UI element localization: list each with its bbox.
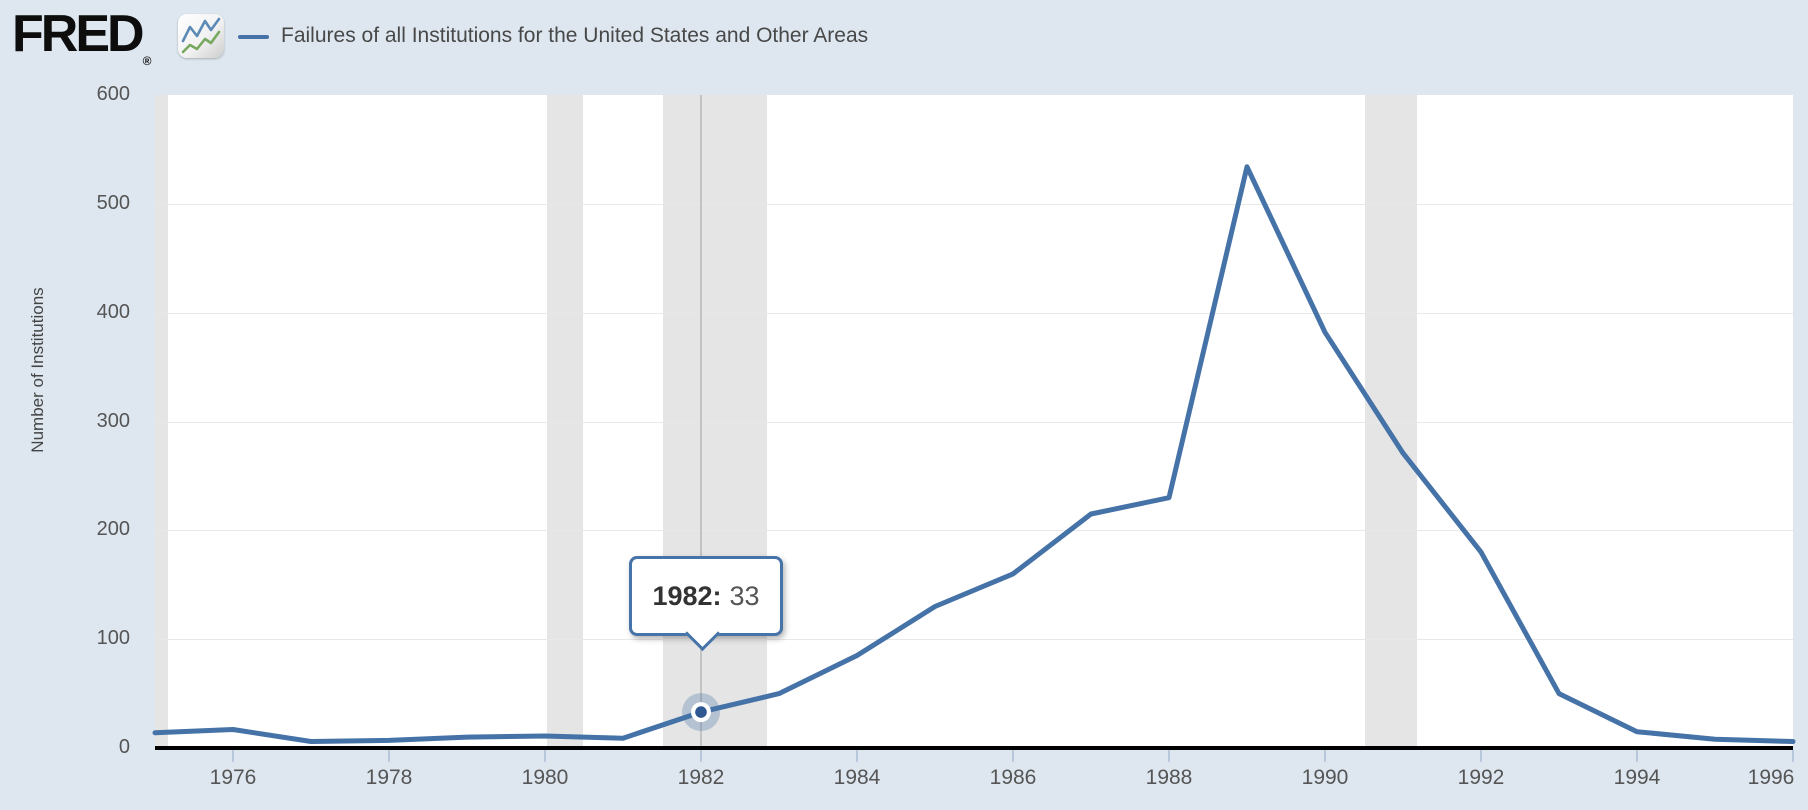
x-tick-label: 1994 [1613, 766, 1661, 789]
x-tick [544, 750, 546, 762]
x-tick-label: 1978 [365, 766, 413, 789]
hover-crosshair-line [700, 95, 702, 746]
x-tick-label: 1988 [1145, 766, 1193, 789]
x-tick-label: 1980 [521, 766, 569, 789]
gridline [155, 312, 1793, 314]
y-tick-label: 400 [96, 300, 130, 323]
marker-dot [695, 706, 707, 718]
chart-header: FRED® Failures of all Institutions for t… [0, 0, 1808, 72]
fred-logo[interactable]: FRED® [12, 5, 151, 68]
x-tick [388, 750, 390, 762]
y-tick-label: 200 [96, 518, 130, 541]
x-tick [1792, 750, 1794, 762]
x-tick-label: 1996 [1747, 766, 1795, 789]
y-axis-title: Number of Institutions [28, 286, 47, 453]
series-title: Failures of all Institutions for the Uni… [281, 24, 869, 47]
gridline [155, 530, 1793, 532]
gridline [155, 203, 1793, 205]
x-tick [1636, 750, 1638, 762]
x-tick [1480, 750, 1482, 762]
series-legend[interactable]: Failures of all Institutions for the Uni… [238, 0, 868, 72]
y-tick-label: 500 [96, 191, 130, 214]
y-tick-label: 600 [96, 83, 130, 105]
x-tick [1012, 750, 1014, 762]
x-tick [232, 750, 234, 762]
tooltip-year: 1982: [652, 580, 722, 611]
gridline [155, 639, 1793, 641]
x-tick [700, 750, 702, 762]
x-tick-label: 1982 [677, 766, 725, 789]
legend-line-swatch [238, 35, 269, 39]
y-tick-label: 100 [96, 627, 130, 650]
y-tick-label: 300 [96, 409, 130, 432]
fred-sparkline-icon [178, 14, 224, 58]
gridline [155, 421, 1793, 423]
x-tick-label: 1984 [833, 766, 881, 789]
x-tick-label: 1986 [989, 766, 1037, 789]
x-tick [1324, 750, 1326, 762]
x-axis-line [155, 746, 1793, 750]
tooltip-value: 33 [729, 580, 760, 611]
x-tick-label: 1990 [1301, 766, 1349, 789]
x-tick-label: 1976 [209, 766, 257, 789]
hover-tooltip: 1982: 33 [629, 556, 783, 652]
fred-logo-text: FRED [12, 5, 145, 63]
failures-line [152, 164, 1796, 744]
x-tick [1168, 750, 1170, 762]
x-tick-label: 1992 [1457, 766, 1505, 789]
registered-trademark-symbol: ® [142, 54, 152, 68]
x-tick [856, 750, 858, 762]
y-tick-label: 0 [118, 736, 130, 758]
